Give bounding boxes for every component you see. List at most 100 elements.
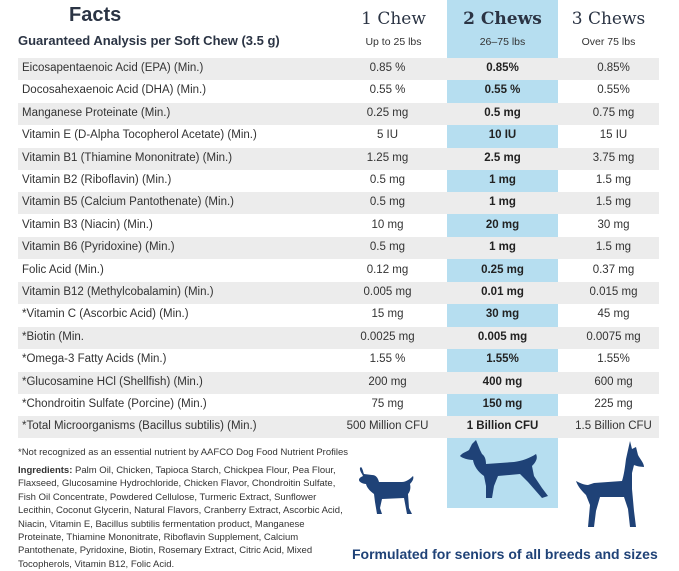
value-3-chews: 600 mg — [594, 375, 633, 388]
value-1-chew: 1.25 mg — [366, 151, 409, 164]
value-3-chews: 15 IU — [599, 129, 628, 142]
table-row: Vitamin B2 (Riboflavin) (Min.) 0.5 mg 1 mg… — [18, 170, 659, 192]
value-2-chews: 0.5 mg — [484, 106, 521, 119]
value-3-chews: 0.0075 mg — [586, 330, 641, 343]
value-2-chews: 0.005 mg — [477, 330, 528, 343]
value-2-chews: 1 mg — [489, 174, 516, 186]
table-row: *Total Microorganisms (Bacillus subtilis… — [18, 416, 659, 439]
value-1-chew: 0.5 mg — [369, 174, 406, 186]
table-row: Vitamin E (D-Alpha Tocopherol Acetate) (… — [18, 125, 659, 147]
value-3-chews: 0.37 mg — [592, 263, 635, 276]
value-1-chew: 200 mg — [368, 375, 407, 388]
ingredients-text: Palm Oil, Chicken, Tapioca Starch, Chick… — [18, 465, 343, 570]
value-2-chews: 0.01 mg — [481, 286, 524, 298]
table-row: *Biotin (Min. 0.0025 mg 0.005 mg 0.0075 mg — [18, 326, 659, 349]
value-3-chews: 0.55% — [597, 84, 630, 97]
value-2-chews: 1 Billion CFU — [466, 420, 539, 433]
value-3-chews: 45 mg — [597, 308, 630, 321]
nutrient-name: Vitamin B3 (Niacin) (Min.) — [22, 218, 153, 231]
table-row: Vitamin B3 (Niacin) (Min.) 10 mg 20 mg 30 m… — [18, 215, 659, 237]
nutrient-name: *Chondroitin Sulfate (Porcine) (Min.) — [22, 398, 207, 410]
nutrient-name: *Biotin (Min. — [22, 330, 84, 343]
value-2-chews: 2.5 mg — [484, 151, 521, 164]
nutrient-name: *Vitamin C (Ascorbic Acid) (Min.) — [22, 308, 189, 321]
value-3-chews: 0.015 mg — [589, 286, 638, 298]
nutrient-name: Folic Acid (Min.) — [22, 263, 104, 276]
table-row: *Vitamin C (Ascorbic Acid) (Min.) 15 mg 30… — [18, 304, 659, 326]
value-1-chew: 75 mg — [371, 398, 404, 410]
table-row: *Omega-3 Fatty Acids (Min.) 1.55 % 1.55% 1.… — [18, 349, 659, 371]
value-3-chews: 1.5 mg — [595, 174, 632, 186]
nutrient-name: Vitamin B6 (Pyridoxine) (Min.) — [22, 241, 175, 254]
ingredients-label: Ingredients: — [18, 465, 73, 476]
tagline: Formulated for seniors of all breeds and… — [352, 546, 658, 562]
nutrient-name: Manganese Proteinate (Min.) — [22, 106, 171, 119]
nutrient-name: Vitamin B12 (Methylcobalamin) (Min.) — [22, 286, 214, 298]
value-2-chews: 0.85% — [486, 62, 519, 74]
value-1-chew: 15 mg — [371, 308, 404, 321]
table-row: Vitamin B12 (Methylcobalamin) (Min.) 0.00… — [18, 282, 659, 304]
value-3-chews: 1.5 mg — [595, 241, 632, 254]
nutrient-name: Vitamin B5 (Calcium Pantothenate) (Min.) — [22, 196, 234, 209]
small-dog-icon — [359, 467, 414, 514]
column-header-1-chew: 1 Chew — [361, 9, 426, 29]
value-3-chews: 1.5 Billion CFU — [575, 420, 652, 433]
table-row: Eicosapentaenoic Acid (EPA) (Min.) 0.85 %… — [18, 58, 659, 80]
nutrient-name: Vitamin B2 (Riboflavin) (Min.) — [22, 174, 172, 186]
value-1-chew: 0.005 mg — [363, 286, 412, 298]
value-1-chew: 10 mg — [371, 218, 404, 231]
value-1-chew: 0.55 % — [369, 84, 406, 97]
value-3-chews: 3.75 mg — [592, 151, 635, 164]
value-2-chews: 0.55 % — [484, 84, 521, 97]
table-row: Vitamin B1 (Thiamine Mononitrate) (Min.)… — [18, 147, 659, 170]
value-3-chews: 0.85% — [597, 62, 630, 74]
value-2-chews: 1 mg — [489, 241, 516, 254]
column-sub-2-chews: 26–75 lbs — [479, 36, 526, 48]
value-2-chews: 1 mg — [489, 196, 516, 209]
large-dog-icon — [576, 441, 644, 527]
value-3-chews: 225 mg — [594, 398, 633, 410]
value-1-chew: 500 Million CFU — [346, 420, 429, 433]
value-1-chew: 5 IU — [376, 129, 399, 142]
nutrient-name: *Glucosamine HCl (Shellfish) (Min.) — [22, 375, 203, 388]
value-1-chew: 0.0025 mg — [360, 330, 415, 343]
table-row: Folic Acid (Min.) 0.12 mg 0.25 mg 0.37 mg — [18, 260, 659, 282]
nutrient-name: Vitamin E (D-Alpha Tocopherol Acetate) (… — [22, 129, 257, 142]
table-row: Manganese Proteinate (Min.) 0.25 mg 0.5 mg… — [18, 102, 659, 125]
column-sub-3-chews: Over 75 lbs — [581, 36, 636, 48]
medium-dog-icon — [460, 440, 548, 498]
table-row: *Glucosamine HCl (Shellfish) (Min.) 200 m… — [18, 371, 659, 394]
value-1-chew: 0.25 mg — [366, 106, 409, 119]
nutrient-name: Docosahexaenoic Acid (DHA) (Min.) — [22, 84, 207, 97]
value-1-chew: 0.5 mg — [369, 241, 406, 254]
guaranteed-analysis-subtitle: Guaranteed Analysis per Soft Chew (3.5 g… — [18, 33, 280, 48]
footnote: *Not recognized as an essential nutrient… — [18, 447, 349, 458]
value-1-chew: 1.55 % — [369, 353, 406, 366]
nutrient-name: *Total Microorganisms (Bacillus subtilis… — [22, 420, 257, 433]
value-2-chews: 30 mg — [485, 308, 520, 321]
table-row: Vitamin B5 (Calcium Pantothenate) (Min.)… — [18, 192, 659, 215]
nutrient-name: Vitamin B1 (Thiamine Mononitrate) (Min.) — [22, 151, 233, 164]
column-sub-1-chew: Up to 25 lbs — [365, 36, 422, 48]
value-3-chews: 30 mg — [597, 218, 630, 231]
nutrient-name: *Omega-3 Fatty Acids (Min.) — [22, 353, 167, 366]
page-title: Facts — [69, 4, 122, 26]
value-3-chews: 1.55% — [597, 353, 630, 366]
value-2-chews: 1.55% — [486, 353, 519, 366]
value-2-chews: 0.25 mg — [481, 263, 524, 276]
value-3-chews: 1.5 mg — [595, 196, 632, 209]
table-row: Vitamin B6 (Pyridoxine) (Min.) 0.5 mg 1 mg… — [18, 237, 659, 260]
value-2-chews: 150 mg — [482, 398, 523, 410]
table-row: *Chondroitin Sulfate (Porcine) (Min.) 75 … — [18, 394, 659, 416]
value-2-chews: 10 IU — [488, 129, 517, 142]
nutrient-name: Eicosapentaenoic Acid (EPA) (Min.) — [22, 62, 204, 74]
value-2-chews: 20 mg — [485, 218, 520, 231]
value-1-chew: 0.85 % — [369, 62, 406, 74]
ingredients-block: Ingredients: Palm Oil, Chicken, Tapioca … — [18, 464, 344, 571]
value-2-chews: 400 mg — [482, 375, 523, 388]
value-1-chew: 0.5 mg — [369, 196, 406, 209]
value-1-chew: 0.12 mg — [366, 263, 409, 276]
table-row: Docosahexaenoic Acid (DHA) (Min.) 0.55 % 0… — [18, 80, 659, 102]
value-3-chews: 0.75 mg — [592, 106, 635, 119]
